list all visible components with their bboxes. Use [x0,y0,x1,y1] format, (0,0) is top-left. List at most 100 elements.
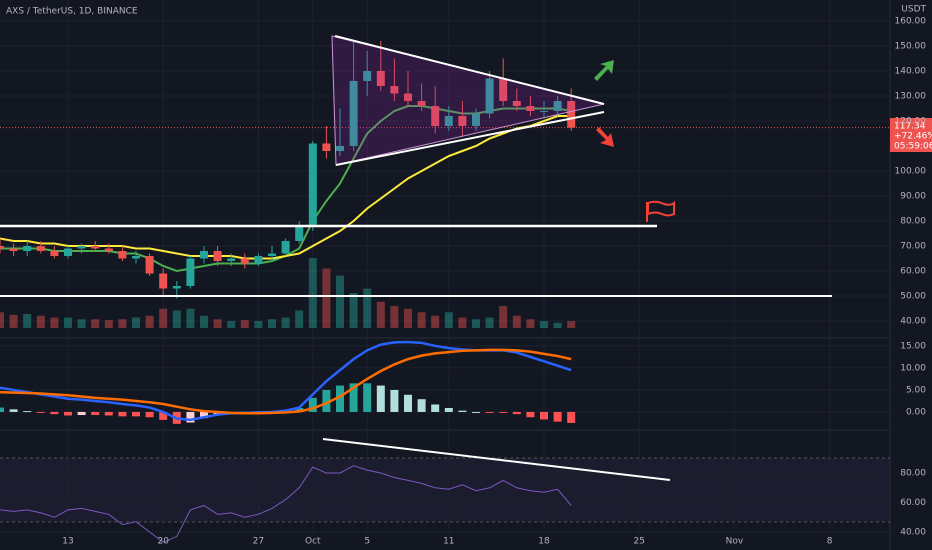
macd-histogram-bar [458,410,467,412]
macd-histogram-bar [186,411,195,423]
macd-histogram-bar [213,411,222,415]
candle-body [567,101,576,128]
volume-bar [553,322,562,328]
volume-bar [200,315,208,328]
countdown: 05:59:06 [894,142,932,152]
candle-body [159,273,168,289]
y-tick-label: 100.00 [895,167,927,177]
macd-histogram-bar [50,411,59,415]
candle-body [36,246,45,251]
macd-histogram-bar [499,411,508,413]
volume-bar [349,293,358,328]
rsi-line [0,465,572,543]
candle-body [50,251,59,256]
y-tick-label: 70.00 [900,242,926,252]
y-tick-label: 60.00 [900,267,926,277]
candle-body [322,143,331,151]
volume-bar [390,306,399,328]
macd-histogram-bar [295,407,304,412]
volume-bar [567,321,576,328]
candle-body [281,241,290,254]
y-tick-label: 0.00 [906,407,926,417]
candle-body [118,251,127,259]
flag-icon [646,200,675,222]
volume-bar [472,319,480,328]
y-tick-label: 50.00 [900,292,926,302]
x-tick-label: Nov [726,537,744,547]
volume-bar [23,314,32,328]
macd-histogram-bar [540,411,548,420]
volume-bar [376,301,385,328]
candle-body [64,248,72,256]
candle-body [308,143,317,226]
macd-histogram-bar [159,411,168,420]
y-tick-label: 120.00 [895,117,927,127]
macd-histogram-bar [200,411,208,419]
volume-bar [268,319,276,328]
volume-bar [132,317,140,328]
volume-bar [512,315,521,328]
macd-histogram-bar [104,411,113,416]
down-arrow [596,127,614,147]
volume-bar [308,258,317,328]
candle-body [336,146,344,151]
volume-bar [499,306,508,328]
volume-bar [9,314,18,328]
volume-bar [417,312,426,328]
y-tick-label: 160.00 [895,17,927,27]
volume-bar [172,310,181,328]
candle-body [268,253,276,256]
candle-body [363,71,372,81]
candle-body [77,246,86,249]
y-tick-label: 40.00 [900,317,926,327]
trend-line [334,35,605,105]
macd-histogram-bar [512,411,521,415]
volume-bar [295,310,304,328]
chart-title: AXS / TetherUS, 1D, BINANCE [6,7,138,17]
candle-body [200,251,208,259]
macd-histogram-bar [376,385,385,412]
macd-histogram-bar [145,411,154,418]
volume-bar [104,320,113,328]
volume-bar [0,312,4,328]
candle-body [376,71,385,86]
macd-histogram-bar [0,407,4,412]
candle-body [499,78,508,101]
volume-bar [404,308,412,328]
candle-body [213,251,222,261]
candle-body [104,248,113,251]
volume-bar [363,288,372,328]
candle-body [9,248,18,251]
y-tick-label: 150.00 [895,42,927,52]
volume-bar [336,275,344,328]
volume-bar [227,321,236,328]
macd-histogram-bar [23,411,32,413]
volume-bar [159,308,168,328]
macd-histogram-bar [64,411,72,416]
volume-bar [322,268,331,328]
x-tick-label: 13 [62,537,73,547]
volume-bar [431,315,440,328]
candle-body [540,111,548,112]
volume-bar [64,317,72,328]
macd-histogram-bar [567,411,576,423]
y-tick-label: 60.00 [900,498,926,508]
candle-body [186,258,195,286]
rsi-band [0,458,890,522]
volume-bar [526,319,535,328]
volume-bar [458,317,467,328]
candle-body [227,258,236,261]
x-tick-label: 27 [253,537,264,547]
volume-bar [281,317,290,328]
y-tick-label: 80.00 [900,217,926,227]
price-change: +72.46% [894,132,932,142]
volume-bar [36,315,45,328]
macd-histogram-bar [349,383,358,412]
macd-histogram-bar [472,411,480,413]
macd-histogram-bar [308,397,317,412]
candle-body [526,106,535,111]
volume-bar [91,319,100,328]
candle-body [444,116,453,126]
candle-body [0,246,4,249]
x-tick-label: 20 [157,537,169,547]
